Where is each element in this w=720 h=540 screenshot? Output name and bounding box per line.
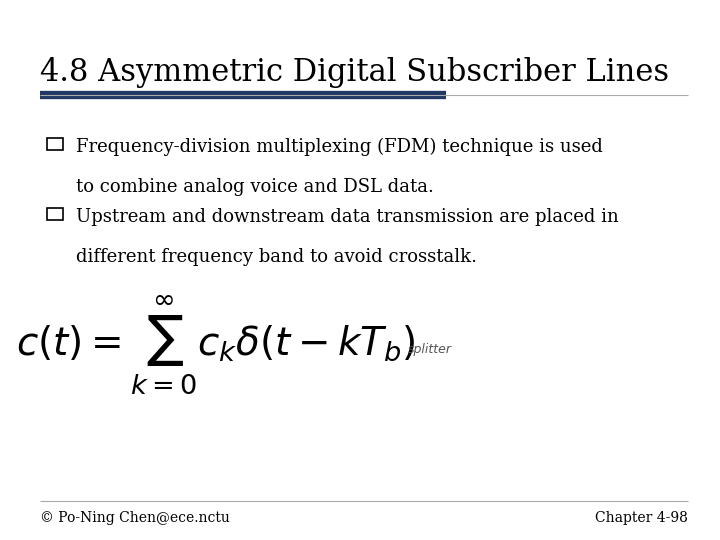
Text: splitter: splitter [408,343,452,356]
FancyBboxPatch shape [47,208,63,220]
Text: to combine analog voice and DSL data.: to combine analog voice and DSL data. [76,178,433,196]
Text: $c(t) = \sum_{k=0}^{\infty} c_k \delta(t - kT_b)$: $c(t) = \sum_{k=0}^{\infty} c_k \delta(t… [16,294,416,397]
Text: 4.8 Asymmetric Digital Subscriber Lines: 4.8 Asymmetric Digital Subscriber Lines [40,57,669,87]
Text: Chapter 4-98: Chapter 4-98 [595,511,688,525]
Text: Frequency-division multiplexing (FDM) technique is used: Frequency-division multiplexing (FDM) te… [76,138,603,156]
Text: Upstream and downstream data transmission are placed in: Upstream and downstream data transmissio… [76,208,618,226]
FancyBboxPatch shape [47,138,63,150]
Text: © Po-Ning Chen@ece.nctu: © Po-Ning Chen@ece.nctu [40,511,230,525]
Text: different frequency band to avoid crosstalk.: different frequency band to avoid crosst… [76,248,477,266]
